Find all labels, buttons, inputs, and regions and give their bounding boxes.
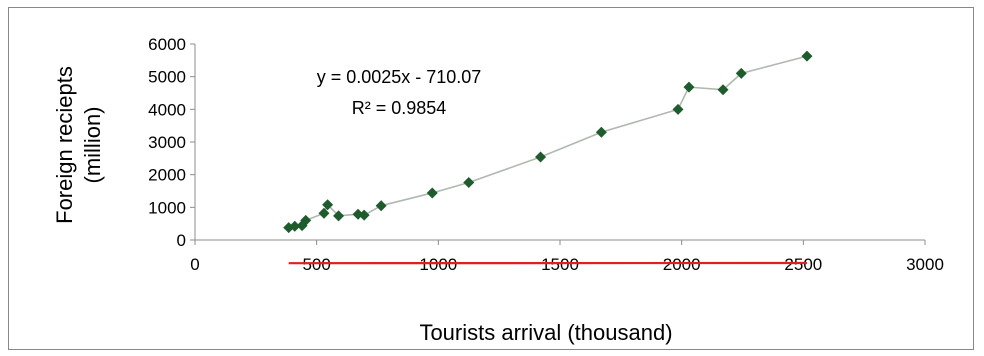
y-axis-title: Foreign reciepts (million) <box>52 66 105 224</box>
data-point <box>717 84 729 96</box>
data-point <box>300 214 312 226</box>
data-point <box>672 103 684 115</box>
connector-segment <box>688 86 724 91</box>
data-point <box>683 81 695 93</box>
y-tick-label: 3000 <box>148 133 186 152</box>
connector-segment <box>741 55 808 75</box>
x-axis-title: Tourists arrival (thousand) <box>419 320 672 345</box>
x-tick-label: 1000 <box>419 255 457 274</box>
x-tick-label: 500 <box>302 255 330 274</box>
connector-segment <box>540 131 602 158</box>
x-tick-label: 2000 <box>663 255 701 274</box>
y-tick-label: 1000 <box>148 198 186 217</box>
y-tick-label: 2000 <box>148 166 186 185</box>
trendline-equation: y = 0.0025x - 710.07 <box>317 67 482 87</box>
y-tick-label: 5000 <box>148 68 186 87</box>
axes: 0 1000 2000 3000 4000 5000 6000 0 500 1000 1500 200… <box>148 35 944 274</box>
data-point <box>333 210 345 222</box>
data-point <box>595 126 607 138</box>
y-axis-title-line-1: Foreign reciepts <box>52 66 77 224</box>
y-axis-title-line-2: (million) <box>80 107 105 184</box>
data-point <box>375 200 387 212</box>
data-point <box>322 199 334 211</box>
data-markers <box>283 50 813 234</box>
connector-segment <box>601 108 679 133</box>
connector-segment <box>380 192 433 207</box>
data-point <box>535 151 547 163</box>
data-point <box>426 187 438 199</box>
x-tick-label: 3000 <box>906 255 944 274</box>
data-point <box>735 67 747 79</box>
trendline-r-squared: R² = 0.9854 <box>352 98 447 118</box>
scatter-chart: Foreign reciepts (million) Tourists arri… <box>52 35 944 345</box>
x-tick-label: 2500 <box>784 255 822 274</box>
data-point <box>318 207 330 219</box>
x-tick-label: 0 <box>190 255 199 274</box>
data-point <box>358 209 370 221</box>
y-tick-label: 0 <box>177 231 186 250</box>
connector-segment <box>677 86 690 110</box>
data-point <box>463 177 475 189</box>
data-point <box>801 50 813 62</box>
y-tick-label: 4000 <box>148 100 186 119</box>
chart-frame: Foreign reciepts (million) Tourists arri… <box>8 7 974 350</box>
connector-segment <box>468 156 541 184</box>
x-tick-label: 1500 <box>541 255 579 274</box>
connector-segment <box>722 72 742 91</box>
connector-segment <box>432 181 469 194</box>
data-point <box>289 220 301 232</box>
y-tick-label: 6000 <box>148 35 186 54</box>
